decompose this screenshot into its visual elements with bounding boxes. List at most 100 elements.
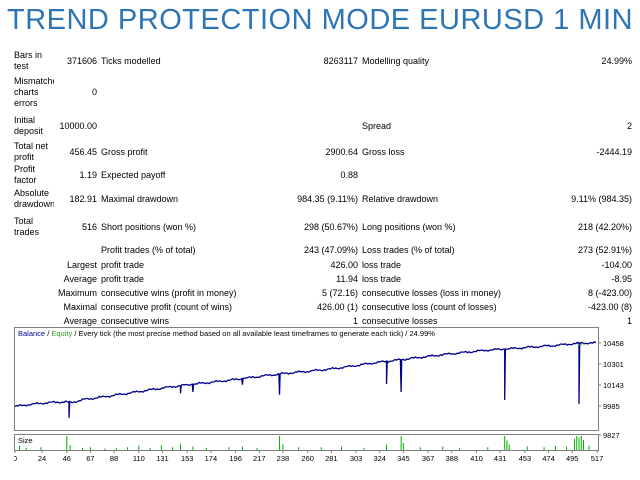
row-profit-trades: Profit trades (% of total) 243 (47.09%) …: [12, 242, 634, 258]
spread-value: 2: [626, 120, 632, 131]
x-tick-label: 174: [205, 454, 218, 462]
y-tick-label: 10143: [603, 381, 624, 390]
deposit-label: Initial deposit: [14, 115, 44, 136]
short-value: 298 (50.67%): [303, 221, 358, 232]
x-tick-label: 131: [156, 454, 169, 462]
long-label: Long positions (won %): [362, 221, 456, 232]
maximal-profit-label: consecutive profit (count of wins): [101, 301, 233, 312]
largest-profit-label: profit trade: [101, 259, 145, 270]
bars-value: 371606: [66, 55, 97, 66]
deposit-value: 10000.00: [59, 120, 97, 131]
row-bars: Bars in test 371606 Ticks modelled 82631…: [12, 50, 634, 72]
pf-label: Profit factor: [14, 164, 37, 185]
largest-loss-value: -104.00: [601, 259, 632, 270]
balance-plot-frame: [14, 327, 599, 431]
largest-label: Largest: [66, 259, 97, 270]
x-tick-label: 367: [422, 454, 435, 462]
x-tick-label: 46: [63, 454, 71, 462]
average-loss-value: -8.95: [611, 273, 632, 284]
pf-value: 1.19: [79, 169, 97, 180]
x-tick-label: 153: [181, 454, 194, 462]
y-tick-label: 9985: [603, 402, 620, 411]
balance-line: [14, 341, 597, 418]
mismatch-label: Mismatched charts errors: [14, 75, 54, 108]
x-tick-label: 260: [301, 454, 314, 462]
average-profit-value: 11.94: [336, 273, 358, 284]
reldd-label: Relative drawdown: [362, 193, 439, 204]
grossloss-value: -2444.19: [596, 146, 632, 157]
report-table: Bars in test 371606 Ticks modelled 82631…: [12, 50, 634, 328]
ticks-label: Ticks modelled: [101, 55, 161, 66]
grossloss-label: Gross loss: [362, 146, 405, 157]
quality-label: Modelling quality: [362, 55, 430, 66]
row-drawdown: Absolute drawdown 182.91 Maximal drawdow…: [12, 186, 634, 212]
avg-cons-wins-label: consecutive wins: [101, 315, 170, 326]
x-tick-label: 238: [277, 454, 290, 462]
reldd-value: 9.11% (984.35): [571, 193, 632, 204]
avg-cons-wins-value: 1: [352, 315, 358, 326]
loss-trades-label: Loss trades (% of total): [362, 244, 455, 255]
x-tick-label: 517: [591, 454, 604, 462]
x-tick-label: 495: [566, 454, 579, 462]
maxdd-value: 984.35 (9.11%): [297, 193, 358, 204]
max-losses-value: 8 (-423.00): [587, 287, 632, 298]
payoff-label: Expected payoff: [101, 169, 166, 180]
largest-loss-label: loss trade: [362, 259, 402, 270]
absdd-value: 182.91: [69, 193, 97, 204]
maximal-profit-value: 426.00 (1): [316, 301, 358, 312]
short-label: Short positions (won %): [101, 221, 197, 232]
x-tick-label: 474: [542, 454, 555, 462]
ticks-value: 8263117: [323, 55, 358, 66]
row-deposit: Initial deposit 10000.00 Spread 2: [12, 112, 634, 140]
row-profitfactor: Profit factor 1.19 Expected payoff 0.88: [12, 164, 634, 186]
x-tick-label: 410: [470, 454, 483, 462]
bars-label: Bars in test: [14, 50, 43, 71]
spread-label: Spread: [362, 120, 392, 131]
profit-trades-value: 243 (47.09%): [303, 244, 358, 255]
y-tick-label: 10301: [603, 360, 624, 369]
row-mismatch: Mismatched charts errors 0: [12, 72, 634, 112]
mismatch-value: 0: [91, 86, 97, 97]
profit-trades-label: Profit trades (% of total): [101, 244, 196, 255]
maximal-label: Maximal: [63, 301, 97, 312]
balance-graph: Balance / Equity / Every tick (the most …: [13, 327, 632, 463]
row-netprofit: Total net profit 456.45 Gross profit 290…: [12, 140, 634, 164]
max-wins-label: consecutive wins (profit in money): [101, 287, 237, 298]
row-maximum: Maximum consecutive wins (profit in mone…: [12, 286, 634, 300]
netprofit-value: 456.45: [69, 146, 97, 157]
x-tick-label: 24: [38, 454, 46, 462]
avg-cons-losses-value: 1: [626, 315, 632, 326]
size-plot-frame: [14, 434, 599, 451]
x-tick-label: 110: [133, 454, 145, 462]
report-title: TREND PROTECTION MODE EURUSD 1 MIN: [6, 4, 634, 36]
equity-line: [577, 342, 584, 346]
average-label: Average: [63, 273, 97, 284]
trades-label: Total trades: [14, 216, 40, 237]
row-trades: Total trades 516 Short positions (won %)…: [12, 212, 634, 242]
x-tick-label: 196: [229, 454, 242, 462]
legend-description: / Every tick (the most precise method ba…: [72, 329, 435, 338]
size-label: Size: [18, 436, 33, 445]
row-average: Average profit trade 11.94 loss trade -8…: [12, 272, 634, 286]
grossprofit-label: Gross profit: [101, 146, 148, 157]
average-loss-label: loss trade: [362, 273, 402, 284]
maximum-label: Maximum: [57, 287, 97, 298]
x-tick-label: 453: [519, 454, 532, 462]
row-largest: Largest profit trade 426.00 loss trade -…: [12, 258, 634, 272]
y-tick-label: 9827: [603, 431, 620, 440]
grossprofit-value: 2900.64: [325, 146, 358, 157]
largest-profit-value: 426.00: [330, 259, 358, 270]
trades-value: 516: [81, 221, 97, 232]
avg-cons-label: Average: [63, 315, 97, 326]
x-tick-label: 0: [14, 454, 17, 462]
absdd-label: Absolute drawdown: [14, 188, 54, 209]
y-tick-label: 10458: [603, 339, 624, 348]
x-tick-label: 67: [86, 454, 94, 462]
max-losses-label: consecutive losses (loss in money): [362, 287, 502, 298]
average-profit-label: profit trade: [101, 273, 145, 284]
maximal-loss-value: -423.00 (8): [587, 301, 632, 312]
x-tick-label: 431: [494, 454, 507, 462]
legend-separator: /: [45, 329, 51, 338]
payoff-value: 0.88: [340, 169, 358, 180]
quality-value: 24.99%: [601, 55, 632, 66]
